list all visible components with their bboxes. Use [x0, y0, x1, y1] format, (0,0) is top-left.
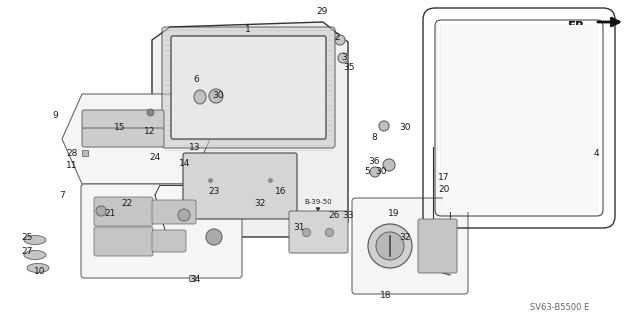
Ellipse shape — [27, 263, 49, 272]
Text: 19: 19 — [388, 209, 400, 218]
Text: 11: 11 — [67, 160, 77, 169]
Circle shape — [206, 229, 222, 245]
Text: 22: 22 — [122, 198, 132, 207]
Text: 24: 24 — [149, 153, 161, 162]
Text: 30: 30 — [399, 123, 411, 132]
Text: 6: 6 — [193, 75, 199, 84]
Text: SV63-B5500 E: SV63-B5500 E — [531, 303, 589, 313]
Text: 1: 1 — [245, 26, 251, 34]
FancyBboxPatch shape — [94, 197, 153, 226]
Text: 14: 14 — [179, 159, 191, 167]
FancyBboxPatch shape — [82, 110, 164, 129]
FancyBboxPatch shape — [81, 184, 242, 278]
Text: 35: 35 — [343, 63, 355, 72]
Text: 21: 21 — [104, 209, 116, 218]
Text: 30: 30 — [375, 167, 387, 176]
Circle shape — [376, 232, 404, 260]
FancyBboxPatch shape — [152, 200, 196, 224]
Text: B-39-50: B-39-50 — [304, 199, 332, 205]
FancyBboxPatch shape — [162, 27, 335, 148]
Text: 16: 16 — [275, 188, 287, 197]
Text: 2: 2 — [334, 33, 340, 42]
Text: 33: 33 — [342, 211, 354, 219]
FancyBboxPatch shape — [82, 128, 164, 147]
FancyBboxPatch shape — [289, 211, 348, 253]
Circle shape — [368, 224, 412, 268]
FancyBboxPatch shape — [443, 25, 597, 212]
Text: 32: 32 — [254, 198, 266, 207]
Polygon shape — [62, 94, 210, 184]
Ellipse shape — [194, 90, 206, 104]
Text: 17: 17 — [438, 173, 450, 182]
Text: 36: 36 — [368, 157, 380, 166]
Ellipse shape — [24, 250, 46, 259]
FancyBboxPatch shape — [94, 227, 153, 256]
Text: 7: 7 — [59, 191, 65, 201]
Circle shape — [383, 159, 395, 171]
FancyBboxPatch shape — [152, 230, 186, 252]
Text: FR.: FR. — [568, 19, 590, 33]
Ellipse shape — [24, 235, 46, 244]
Text: 10: 10 — [35, 266, 45, 276]
Text: 29: 29 — [316, 8, 328, 17]
Text: 27: 27 — [21, 247, 33, 256]
Text: 12: 12 — [144, 127, 156, 136]
Circle shape — [178, 209, 190, 221]
Circle shape — [379, 121, 389, 131]
FancyBboxPatch shape — [352, 198, 468, 294]
Text: 8: 8 — [371, 133, 377, 143]
FancyBboxPatch shape — [171, 36, 326, 139]
Text: 32: 32 — [399, 234, 411, 242]
Text: 3: 3 — [341, 53, 347, 62]
Circle shape — [209, 89, 223, 103]
Circle shape — [370, 167, 380, 177]
Text: 25: 25 — [21, 233, 33, 241]
Text: 20: 20 — [438, 184, 450, 194]
Text: 34: 34 — [189, 276, 201, 285]
Circle shape — [96, 206, 106, 216]
Text: 31: 31 — [293, 224, 305, 233]
Text: 26: 26 — [328, 211, 340, 219]
FancyBboxPatch shape — [183, 153, 297, 219]
Circle shape — [338, 53, 348, 63]
Polygon shape — [152, 22, 348, 237]
Circle shape — [335, 35, 345, 45]
Text: 23: 23 — [208, 188, 220, 197]
Text: 28: 28 — [67, 149, 77, 158]
Text: 5: 5 — [364, 167, 370, 175]
Text: 30: 30 — [212, 91, 224, 100]
Text: 13: 13 — [189, 144, 201, 152]
Text: 18: 18 — [380, 292, 392, 300]
Text: 15: 15 — [115, 122, 125, 131]
FancyBboxPatch shape — [418, 219, 457, 273]
Text: 4: 4 — [593, 149, 599, 158]
Text: 9: 9 — [52, 110, 58, 120]
